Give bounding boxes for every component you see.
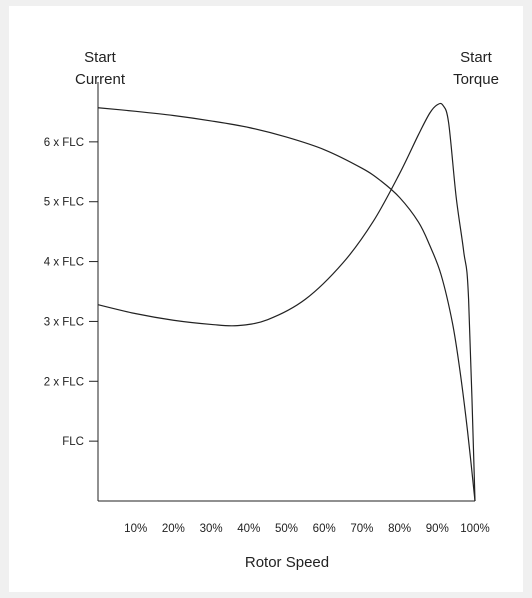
y-tick-label: 6 x FLC: [44, 137, 84, 149]
chart-panel: [9, 6, 523, 592]
y-tick-label: 2 x FLC: [44, 376, 84, 388]
x-tick-label: 50%: [275, 523, 298, 535]
start-current-label: Current: [75, 71, 126, 88]
x-tick-label: 60%: [313, 523, 336, 535]
start-torque-label: Start: [460, 49, 493, 66]
y-tick-label: 5 x FLC: [44, 197, 84, 209]
x-tick-label: 80%: [388, 523, 411, 535]
start-torque-label: Torque: [453, 71, 499, 88]
y-tick-label: 4 x FLC: [44, 257, 84, 269]
series-lines: [97, 102, 476, 502]
x-tick-label: 40%: [237, 523, 260, 535]
y-axis-ticks: FLC 2 x FLC 3 x FLC 4 x FLC 5 x FLC 6 x FLC: [44, 137, 98, 448]
start-torque-line: [97, 102, 476, 502]
y-tick-label: FLC: [62, 436, 84, 448]
x-axis-title: Rotor Speed: [245, 554, 329, 571]
x-axis-ticks: 10% 20% 30% 40% 50% 60% 70% 80% 90% 100%: [124, 523, 490, 535]
y-tick-label: 3 x FLC: [44, 316, 84, 328]
start-current-label: Start: [84, 49, 117, 66]
axes: [97, 82, 475, 502]
series-labels: Start Current Start Torque: [75, 49, 499, 88]
x-tick-label: 70%: [350, 523, 373, 535]
start-current-line: [97, 107, 476, 502]
x-tick-label: 20%: [162, 523, 185, 535]
x-tick-label: 30%: [200, 523, 223, 535]
x-tick-label: 90%: [426, 523, 449, 535]
x-tick-label: 100%: [460, 523, 489, 535]
x-tick-label: 10%: [124, 523, 147, 535]
